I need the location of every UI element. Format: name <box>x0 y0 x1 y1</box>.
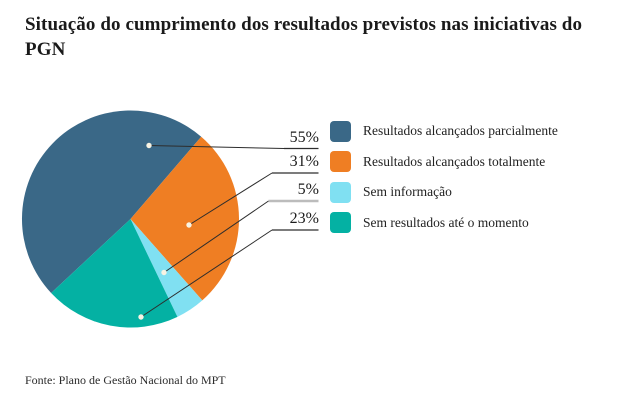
pie-slices <box>21 110 240 328</box>
legend-item: Sem resultados até o momento <box>330 212 558 233</box>
legend-swatch <box>330 120 351 142</box>
pie-slice-3 <box>51 219 178 328</box>
leader-line-2 <box>163 200 269 273</box>
legend-item: Resultados alcançados totalmente <box>330 151 558 172</box>
legend-swatch <box>330 212 351 233</box>
leader-dot-0 <box>146 142 152 149</box>
pie-slice-1 <box>130 136 240 301</box>
legend-label: Sem informação <box>363 184 452 199</box>
legend-item: Sem informação <box>330 181 558 203</box>
legend: Resultados alcançados parcialmente Resul… <box>330 120 558 243</box>
pie-percentage-label: 31% <box>289 153 319 170</box>
legend-label: Resultados alcançados totalmente <box>363 153 546 169</box>
leader-dot-2 <box>161 269 167 276</box>
source-note: Fonte: Plano de Gestão Nacional do MPT <box>25 373 226 387</box>
pie-percentage-label: 55% <box>289 129 319 146</box>
leader-dots <box>138 142 192 320</box>
legend-item: Resultados alcançados parcialmente <box>330 120 558 142</box>
pie-percentage-label: 23% <box>289 210 319 227</box>
pie-percentage-label: 5% <box>297 181 319 198</box>
leader-line-3 <box>140 229 273 318</box>
legend-label: Resultados alcançados parcialmente <box>363 123 558 138</box>
legend-swatch <box>330 151 351 172</box>
legend-swatch <box>330 181 351 203</box>
leader-dot-1 <box>186 222 192 228</box>
leader-line-1 <box>188 172 273 226</box>
leader-dot-3 <box>138 314 144 320</box>
pie-slice-0 <box>21 110 202 293</box>
leader-lines <box>140 145 319 318</box>
leader-line-0 <box>148 145 285 149</box>
pie-slice-2 <box>130 219 203 317</box>
chart-title: Situação do cumprimento dos resultados p… <box>25 14 583 60</box>
legend-label: Sem resultados até o momento <box>363 214 529 230</box>
